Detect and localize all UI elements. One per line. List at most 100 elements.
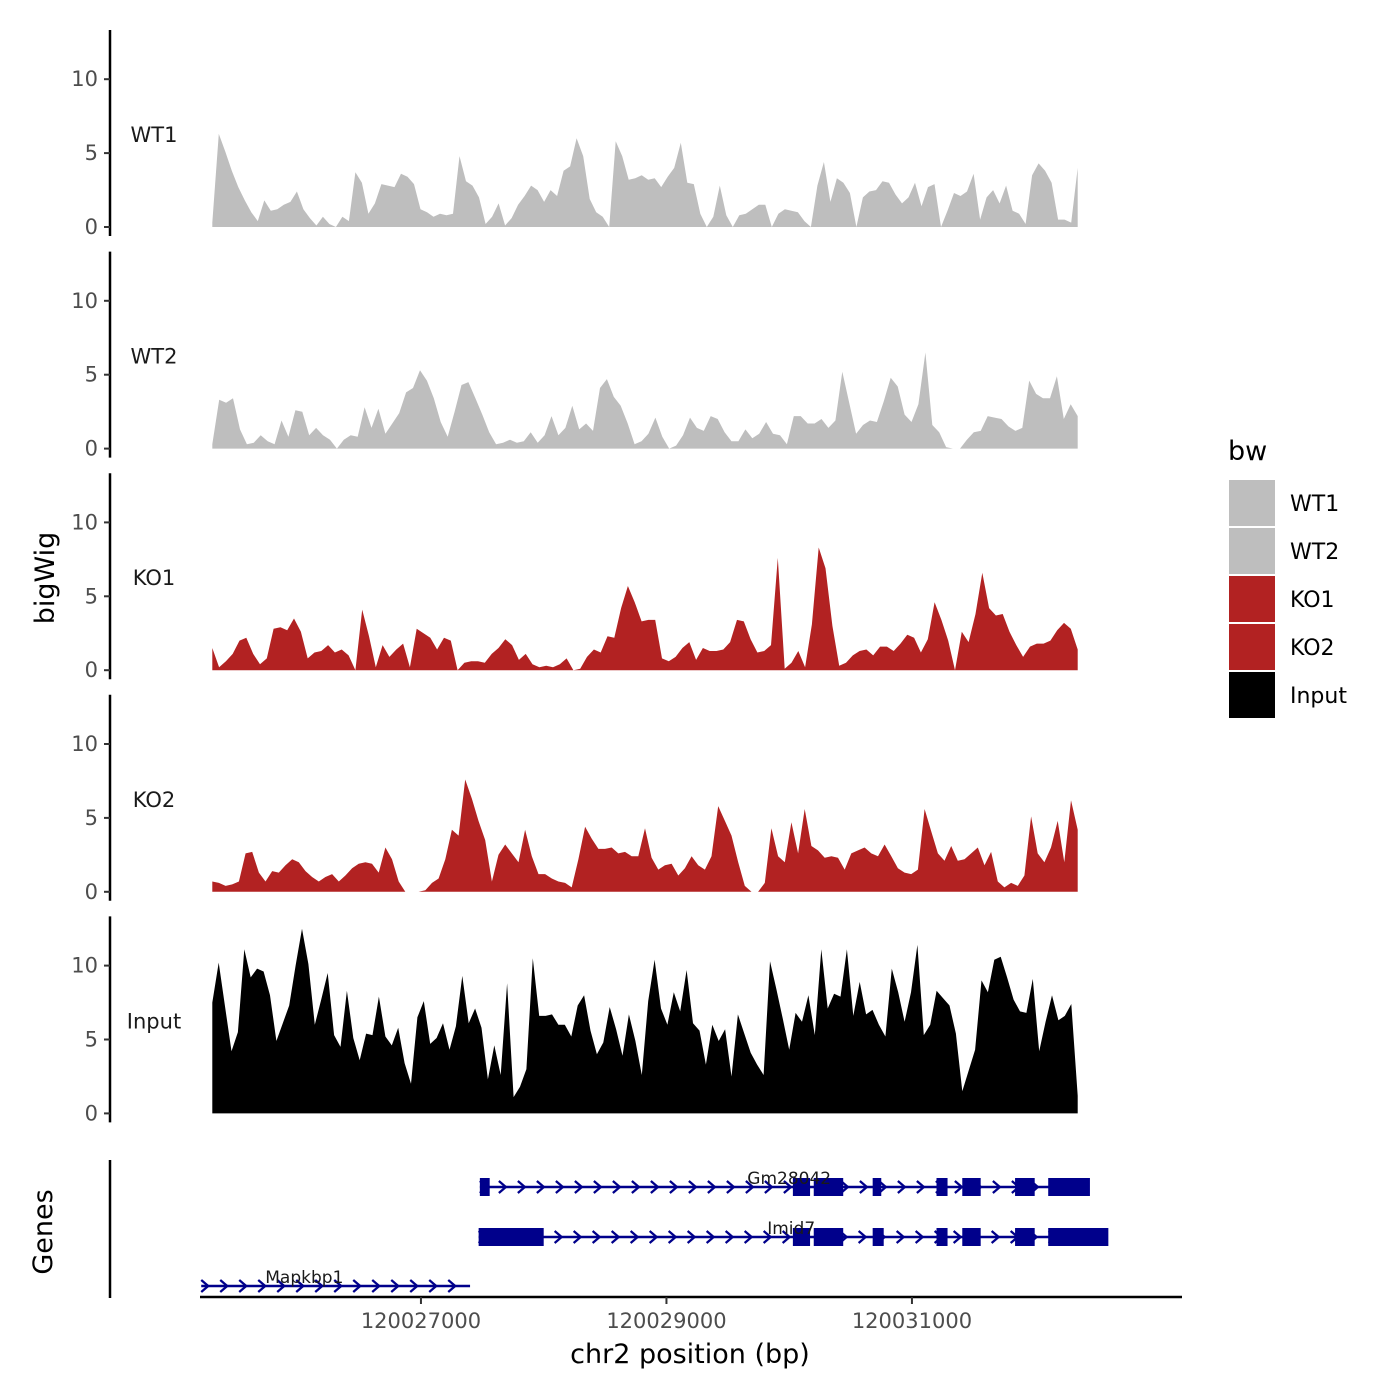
strand-arrow bbox=[553, 1230, 564, 1244]
track-wt1: 0 5 10 WT1 bbox=[71, 30, 1078, 239]
strand-arrow bbox=[612, 1180, 622, 1194]
strand-arrow bbox=[667, 1230, 678, 1244]
signal-area bbox=[212, 779, 1078, 892]
legend-swatch-wt1 bbox=[1229, 480, 1275, 526]
strand-arrow bbox=[650, 1180, 660, 1194]
y-tick-label: 10 bbox=[71, 510, 98, 534]
y-tick-label: 5 bbox=[85, 584, 98, 608]
genes-panel: Gm28042 Imid7 Mapkbp1 bbox=[108, 1160, 1109, 1298]
strand-arrow bbox=[447, 1279, 457, 1293]
exon bbox=[792, 1228, 811, 1246]
strand-arrow bbox=[352, 1279, 362, 1293]
strand-arrow bbox=[572, 1230, 583, 1244]
y-tick-label: 5 bbox=[85, 806, 98, 830]
exon bbox=[936, 1178, 948, 1196]
exon bbox=[962, 1178, 981, 1196]
strand-arrow bbox=[371, 1279, 381, 1293]
y-tick-label: 0 bbox=[85, 215, 98, 239]
exon bbox=[813, 1178, 844, 1196]
y-tick-label: 10 bbox=[71, 289, 98, 313]
x-tick-label: 120027000 bbox=[361, 1309, 481, 1333]
strand-arrow bbox=[610, 1230, 621, 1244]
gene-label: Imid7 bbox=[767, 1219, 815, 1239]
y-tick-label: 10 bbox=[71, 67, 98, 91]
strand-arrow bbox=[314, 1279, 324, 1293]
genes-panel-title: Genes bbox=[28, 1189, 59, 1274]
strand-arrow bbox=[762, 1230, 773, 1244]
strand-arrow bbox=[952, 1230, 963, 1244]
strand-arrow bbox=[686, 1230, 697, 1244]
exon bbox=[872, 1178, 882, 1196]
track-label: WT2 bbox=[131, 345, 178, 369]
exon bbox=[872, 1228, 884, 1246]
strand-arrow bbox=[219, 1279, 229, 1293]
gene-label: Mapkbp1 bbox=[265, 1268, 343, 1288]
legend-title: bw bbox=[1228, 436, 1267, 467]
strand-arrow bbox=[781, 1230, 792, 1244]
track-input: 0 5 10 Input bbox=[71, 916, 1078, 1125]
legend: bw WT1 WT2 KO1 KO2 Input bbox=[1228, 436, 1347, 718]
strand-arrow bbox=[428, 1279, 438, 1293]
signal-tracks: 0 5 10 WT1 0 5 10 WT2 0 5 10 KO1 0 5 10 KO2 0 5 10 Input bbox=[71, 30, 1078, 1125]
gene-mapkbp1: Mapkbp1 bbox=[200, 1268, 471, 1293]
strand-arrow bbox=[688, 1180, 698, 1194]
exon bbox=[478, 1228, 544, 1246]
legend-swatch-wt2 bbox=[1229, 528, 1275, 574]
strand-arrow bbox=[916, 1180, 926, 1194]
strand-arrow bbox=[992, 1180, 1002, 1194]
signal-area bbox=[212, 928, 1078, 1114]
gene-gm28042: Gm28042 bbox=[479, 1169, 1090, 1196]
strand-arrow bbox=[764, 1180, 774, 1194]
track-label: KO1 bbox=[133, 566, 176, 590]
strand-arrow bbox=[857, 1230, 868, 1244]
track-label: WT1 bbox=[131, 123, 178, 147]
y-tick-label: 0 bbox=[85, 880, 98, 904]
strand-arrow bbox=[257, 1279, 267, 1293]
strand-arrow bbox=[705, 1230, 716, 1244]
strand-arrow bbox=[276, 1279, 286, 1293]
track-label: KO2 bbox=[133, 788, 176, 812]
y-tick-label: 0 bbox=[85, 1101, 98, 1125]
exon bbox=[1048, 1228, 1109, 1246]
exon bbox=[962, 1228, 981, 1246]
track-label: Input bbox=[127, 1009, 181, 1033]
y-tick-label: 5 bbox=[85, 141, 98, 165]
legend-label-ko2: KO2 bbox=[1290, 636, 1335, 661]
x-axis: 120027000 120029000 120031000 bbox=[200, 1295, 1182, 1333]
x-tick-label: 120031000 bbox=[852, 1309, 972, 1333]
track-wt2: 0 5 10 WT2 bbox=[71, 251, 1078, 461]
strand-arrow bbox=[295, 1279, 305, 1293]
strand-arrow bbox=[574, 1180, 584, 1194]
legend-label-wt2: WT2 bbox=[1290, 540, 1339, 565]
gene-imid7: Imid7 bbox=[477, 1219, 1109, 1246]
strand-arrow bbox=[669, 1180, 679, 1194]
signal-area bbox=[212, 547, 1078, 671]
x-tick-label: 120029000 bbox=[606, 1309, 726, 1333]
legend-label-wt1: WT1 bbox=[1290, 492, 1339, 517]
strand-arrow bbox=[783, 1180, 793, 1194]
legend-swatch-ko1 bbox=[1229, 576, 1275, 622]
exon bbox=[936, 1228, 948, 1246]
strand-arrow bbox=[333, 1279, 343, 1293]
y-axis-title: bigWig bbox=[30, 532, 61, 625]
strand-arrow bbox=[707, 1180, 717, 1194]
strand-arrow bbox=[895, 1230, 906, 1244]
exon bbox=[813, 1228, 844, 1246]
strand-arrow bbox=[629, 1230, 640, 1244]
strand-arrow bbox=[954, 1180, 964, 1194]
strand-arrow bbox=[591, 1230, 602, 1244]
exon bbox=[792, 1178, 811, 1196]
strand-arrow bbox=[390, 1279, 400, 1293]
strand-arrow bbox=[648, 1230, 659, 1244]
gene-label: Gm28042 bbox=[747, 1169, 831, 1189]
exon bbox=[1015, 1228, 1035, 1246]
y-tick-label: 5 bbox=[85, 1028, 98, 1052]
strand-arrow bbox=[724, 1230, 735, 1244]
exon bbox=[1048, 1178, 1090, 1196]
strand-arrow bbox=[593, 1180, 603, 1194]
strand-arrow bbox=[859, 1180, 869, 1194]
legend-swatch-ko2 bbox=[1229, 624, 1275, 670]
strand-arrow bbox=[726, 1180, 736, 1194]
